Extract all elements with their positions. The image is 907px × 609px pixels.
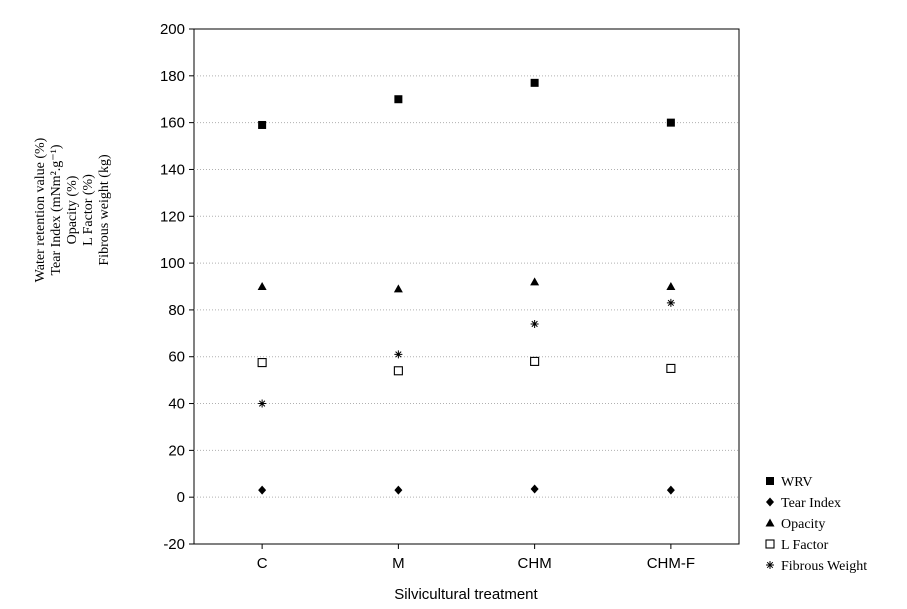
y-axis-label: Water retention value (%) Tear Index (mNm… [33,137,112,282]
y-tick-label: 140 [160,161,185,178]
marker-shape [766,477,774,485]
marker-shape [766,561,774,569]
x-tick-label: C [257,555,268,572]
marker-shape [530,78,539,87]
legend-marker [765,518,775,527]
marker-shape [258,485,267,495]
y-axis-label-line: Fibrous weight (kg) [97,154,112,266]
marker-shape [765,518,775,527]
y-tick-label: 0 [177,489,185,506]
marker-shape [258,399,267,408]
marker-shape [765,539,775,549]
y-tick-label: 80 [168,302,185,319]
legend-marker [766,561,774,569]
plot-frame [193,28,740,545]
legend-marker [766,477,774,485]
marker-shape [530,356,540,366]
wrv-point [394,95,403,104]
y-axis-label-line: Tear Index (mNm².g⁻¹) [49,144,64,275]
x-axis-ticks: C M CHM CHM-F [257,544,695,572]
wrv-point [258,120,267,129]
tear-index-point [258,485,267,495]
legend-marker [766,497,774,507]
tear-index-point [394,485,403,495]
y-axis-label-line: L Factor (%) [81,174,96,246]
marker-shape [666,485,675,495]
marker-shape [393,366,403,376]
opacity-point [530,277,540,286]
l-factor-point [257,358,267,368]
x-tick-label: CHM [518,555,552,572]
y-tick-label: -20 [163,536,185,553]
fibrous-weight-point [666,298,675,307]
marker-shape [394,350,403,359]
y-tick-label: 100 [160,255,185,272]
marker-shape [666,298,675,307]
marker-shape [393,284,403,293]
marker-shape [394,485,403,495]
legend-label: WRV [781,475,813,490]
tear-index-point [530,484,539,494]
y-axis-label-line: Opacity (%) [65,175,80,244]
l-factor-point [666,363,676,373]
fibrous-weight-point [394,350,403,359]
marker-shape [257,358,267,368]
legend-marker [765,539,775,549]
legend-label: Opacity [781,517,825,532]
y-tick-label: 20 [168,442,185,459]
legend-label: Fibrous Weight [781,559,867,574]
marker-shape [530,277,540,286]
y-tick-label: 120 [160,208,185,225]
y-tick-label: 40 [168,396,185,413]
l-factor-point [530,356,540,366]
data-marks [257,78,676,495]
x-axis-label: Silvicultural treatment [394,586,538,603]
opacity-point [666,282,676,290]
legend-label: L Factor [781,538,829,553]
marker-shape [258,120,267,129]
opacity-point [257,282,267,290]
opacity-point [393,284,403,293]
y-axis-label-line: Water retention value (%) [33,137,48,282]
wrv-point [666,118,675,127]
x-tick-label: CHM-F [647,555,695,572]
fibrous-weight-point [530,319,539,328]
y-axis-ticks: -20 0 20 40 60 80 100 120 140 160 180 200 [160,21,194,553]
x-tick-label: M [392,555,405,572]
marker-shape [766,497,774,507]
l-factor-point [393,366,403,376]
marker-shape [530,484,539,494]
wrv-point [530,78,539,87]
legend: WRV Tear Index Opacity L Factor Fibrous Weig… [765,475,867,574]
marker-shape [257,282,267,290]
marker-shape [530,319,539,328]
marker-shape [666,118,675,127]
y-tick-label: 160 [160,115,185,132]
gridlines [194,75,739,498]
y-tick-label: 60 [168,349,185,366]
marker-shape [394,95,403,104]
marker-shape [666,363,676,373]
marker-shape [666,282,676,290]
y-tick-label: 200 [160,21,185,38]
tear-index-point [666,485,675,495]
y-tick-label: 180 [160,68,185,85]
legend-label: Tear Index [781,496,841,511]
fibrous-weight-point [258,399,267,408]
